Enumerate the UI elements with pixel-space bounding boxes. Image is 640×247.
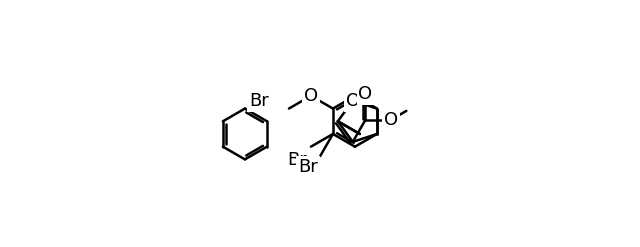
Text: Br: Br xyxy=(298,158,318,176)
Text: O: O xyxy=(304,87,318,105)
Text: Br: Br xyxy=(249,92,269,110)
Text: O: O xyxy=(358,85,372,103)
Text: O: O xyxy=(384,111,398,129)
Text: Br: Br xyxy=(287,150,307,168)
Text: O: O xyxy=(346,92,360,110)
